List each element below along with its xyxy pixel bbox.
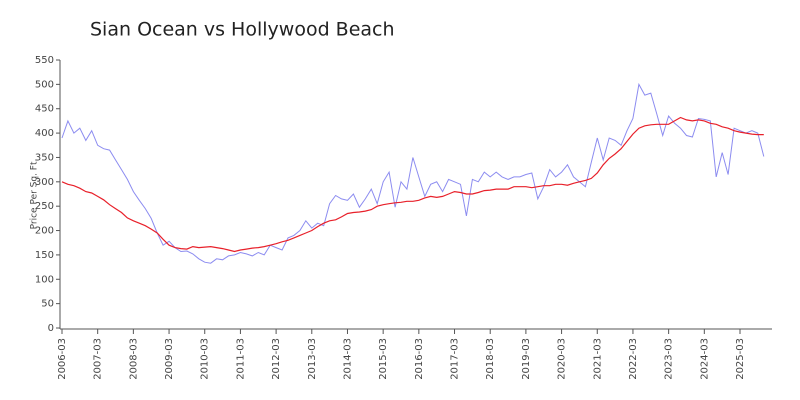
x-tick-label: 2017-03	[450, 338, 461, 380]
chart-title: Sian Ocean vs Hollywood Beach	[90, 19, 395, 41]
x-tick-label: 2011-03	[235, 338, 246, 380]
x-tick-label: 2019-03	[521, 338, 532, 380]
x-tick-label: 2010-03	[200, 338, 211, 380]
y-tick-label: 250	[35, 201, 54, 212]
x-tick-label: 2023-03	[664, 338, 675, 380]
data-line	[61, 116, 764, 253]
x-tick-label: 2013-03	[307, 338, 318, 380]
y-tick-label: 300	[35, 177, 54, 188]
x-tick-label: 2006-03	[57, 338, 68, 380]
y-tick-label: 150	[35, 250, 54, 261]
x-tick-label: 2020-03	[557, 338, 568, 380]
y-tick-label: 50	[41, 299, 54, 310]
y-tick-label: 350	[35, 152, 54, 163]
x-tick-label: 2022-03	[628, 338, 639, 380]
x-tick-label: 2008-03	[128, 338, 139, 380]
y-tick-label: 500	[35, 79, 54, 90]
x-tick-label: 2012-03	[271, 338, 282, 380]
y-tick-label: 0	[48, 323, 54, 334]
y-tick-label: 100	[35, 274, 54, 285]
y-tick-label: 450	[35, 104, 54, 115]
x-tick-label: 2016-03	[414, 338, 425, 380]
x-tick-label: 2009-03	[164, 338, 175, 380]
y-axis-label: Price Per Sq. Ft.	[30, 159, 40, 230]
x-tick-label: 2025-03	[735, 338, 746, 380]
x-tick-label: 2007-03	[93, 338, 104, 380]
x-tick-label: 2024-03	[699, 338, 710, 380]
y-tick-label: 400	[35, 128, 54, 139]
x-tick-label: 2021-03	[592, 338, 603, 380]
x-tick-label: 2015-03	[378, 338, 389, 380]
data-line	[61, 82, 765, 264]
x-tick-label: 2018-03	[485, 338, 496, 380]
x-tick-label: 2014-03	[342, 338, 353, 380]
y-tick-label: 550	[35, 55, 54, 66]
y-tick-label: 200	[35, 226, 54, 237]
